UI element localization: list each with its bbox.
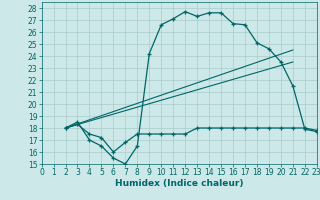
- X-axis label: Humidex (Indice chaleur): Humidex (Indice chaleur): [115, 179, 244, 188]
